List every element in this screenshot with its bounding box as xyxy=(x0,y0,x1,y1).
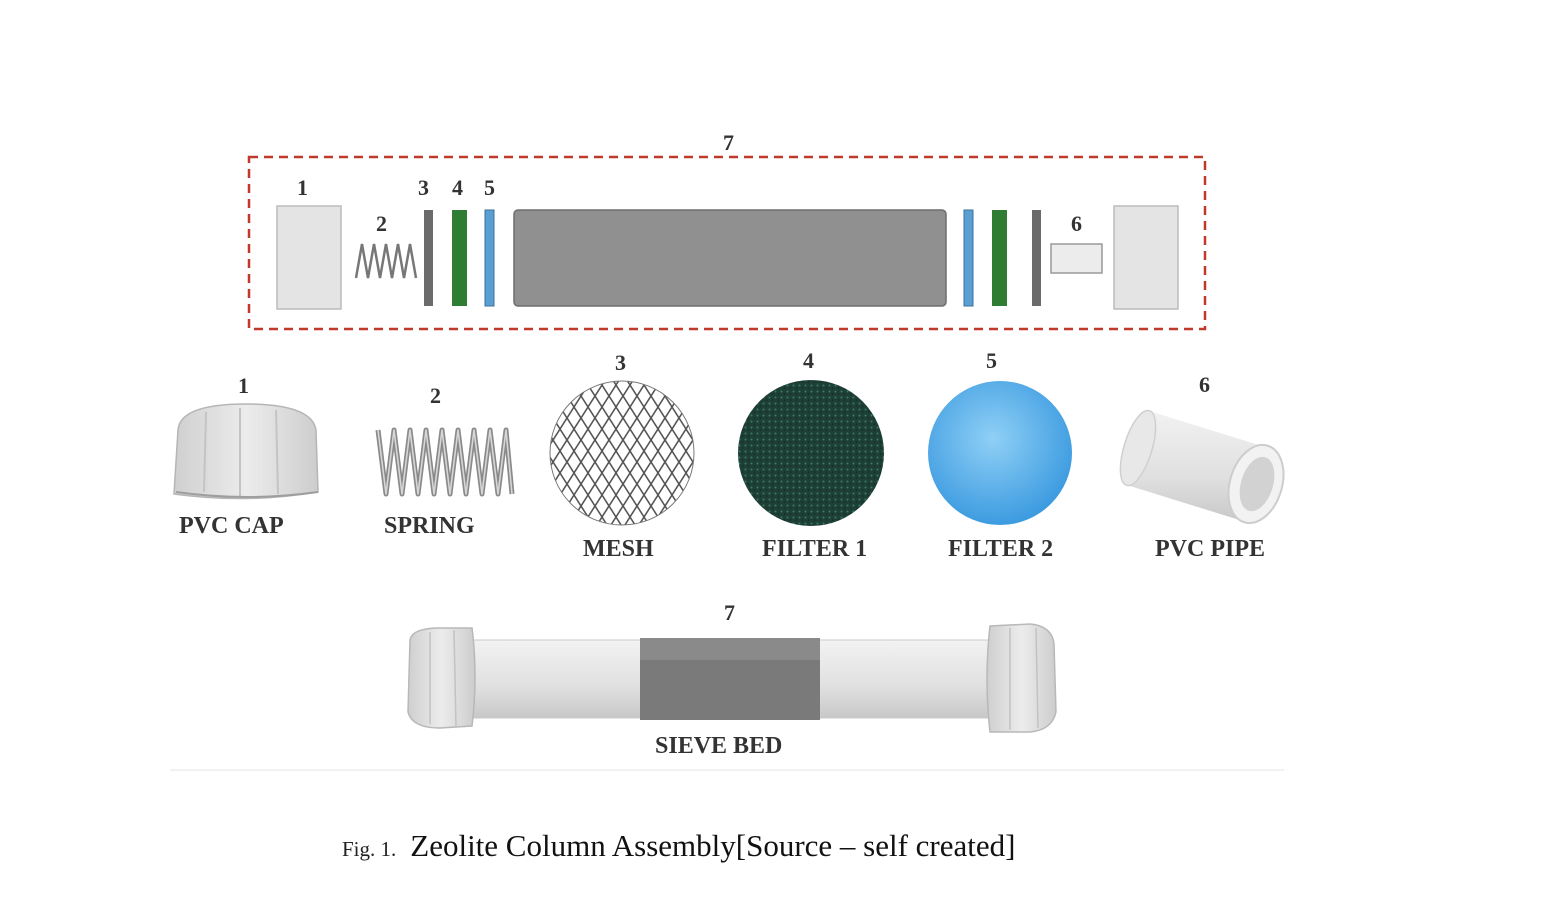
part-label-filter2: FILTER 2 xyxy=(948,536,1054,562)
caption-text: Zeolite Column Assembly[Source – self cr… xyxy=(410,828,1016,863)
assembly-number-4: 4 xyxy=(452,175,463,200)
assembly-number-5: 5 xyxy=(484,175,495,200)
assembly-number-6: 6 xyxy=(1071,211,1082,236)
assembly-number-7: 7 xyxy=(723,130,734,155)
part-label-spring: SPRING xyxy=(384,513,475,539)
assembly-sieve-bed xyxy=(513,209,947,307)
part-label-pvc-cap: PVC CAP xyxy=(179,513,284,539)
assembly-number-3: 3 xyxy=(418,175,429,200)
assembly-number-1: 1 xyxy=(297,175,308,200)
filter2-image xyxy=(928,381,1072,525)
spring-image xyxy=(375,427,515,497)
assembly-pvc-cap-right xyxy=(1113,205,1179,310)
assembly-pvc-pipe xyxy=(1050,243,1103,274)
part-number-6: 6 xyxy=(1199,372,1210,397)
sieve-bed-label: SIEVE BED xyxy=(655,733,783,759)
filter1-image xyxy=(738,380,884,526)
pvc-cap-image xyxy=(173,403,319,500)
pvc-pipe-image xyxy=(1119,409,1285,525)
assembly-mesh-right xyxy=(1032,210,1041,306)
part-number-3: 3 xyxy=(615,350,626,375)
sieve-bed-number: 7 xyxy=(724,600,735,625)
assembly-number-2: 2 xyxy=(376,211,387,236)
assembly-pvc-cap-left xyxy=(276,205,342,310)
part-number-2: 2 xyxy=(430,383,441,408)
part-label-pvc-pipe: PVC PIPE xyxy=(1155,536,1265,562)
assembly-filter2-right xyxy=(963,209,974,307)
assembly-filter1-left xyxy=(452,210,467,306)
assembly-dashed-border xyxy=(247,155,1207,331)
mesh-image xyxy=(549,380,695,526)
assembly-filter1-right xyxy=(992,210,1007,306)
part-number-5: 5 xyxy=(986,348,997,373)
part-number-1: 1 xyxy=(238,373,249,398)
assembly-spring xyxy=(354,243,418,279)
assembly-filter2-left xyxy=(484,209,495,307)
part-label-filter1: FILTER 1 xyxy=(762,536,868,562)
figure-caption: Fig. 1. Zeolite Column Assembly[Source – … xyxy=(342,828,1015,864)
part-label-mesh: MESH xyxy=(583,536,654,562)
caption-prefix: Fig. 1. xyxy=(342,837,397,861)
assembly-mesh-left xyxy=(424,210,433,306)
part-number-4: 4 xyxy=(803,348,814,373)
sieve-bed-image xyxy=(407,623,1057,733)
